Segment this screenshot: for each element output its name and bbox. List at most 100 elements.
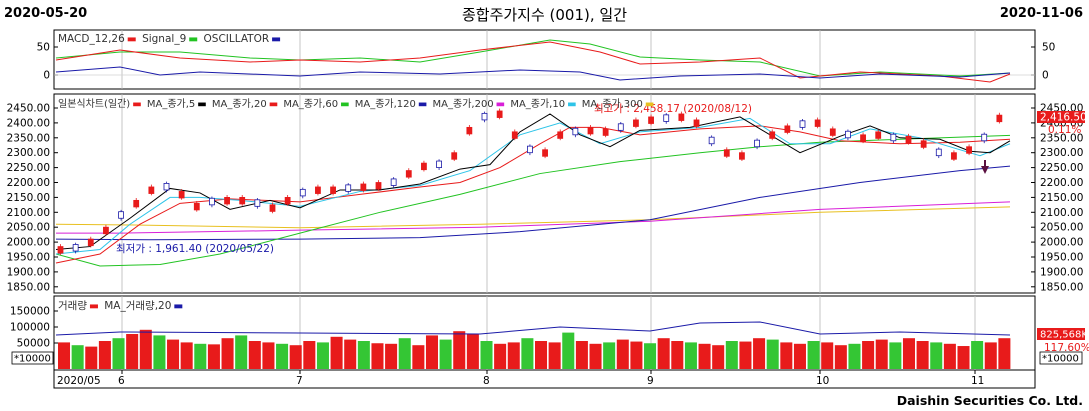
volume-legend: 거래량 ▬ MA_거래량,20 ▬ bbox=[58, 298, 185, 313]
volume-bar bbox=[276, 343, 289, 369]
chart-title: 종합주가지수 (001), 일간 bbox=[461, 6, 628, 24]
candle-body bbox=[723, 149, 730, 157]
volume-bar bbox=[902, 338, 915, 369]
candle-body bbox=[103, 226, 109, 235]
price-tick-label-left: 2150.00 bbox=[7, 192, 50, 204]
price-tick-label-left: 2350.00 bbox=[7, 132, 50, 144]
price-tick-label-right: 2200.00 bbox=[1040, 177, 1083, 189]
legend-dot-icon: ▬ bbox=[132, 99, 142, 110]
volume-bar bbox=[167, 339, 180, 369]
volume-bar bbox=[793, 343, 806, 369]
candle-body bbox=[693, 119, 700, 127]
volume-bar bbox=[943, 343, 956, 369]
candle-body bbox=[118, 211, 124, 219]
price-panel[interactable] bbox=[53, 93, 1036, 294]
candle-body bbox=[360, 183, 367, 191]
candle-body bbox=[678, 113, 685, 121]
volume-bar bbox=[930, 342, 943, 369]
x-axis-label: 7 bbox=[296, 375, 303, 387]
volume-bar bbox=[739, 341, 752, 369]
price-tick-label-right: 1850.00 bbox=[1040, 281, 1083, 293]
legend-dot-icon: ▬ bbox=[197, 99, 207, 110]
volume-unit-box bbox=[1039, 351, 1083, 365]
candle-body bbox=[466, 126, 473, 135]
price-tick-label-left: 2000.00 bbox=[7, 237, 50, 249]
candle-body bbox=[315, 186, 321, 194]
volume-bar bbox=[575, 341, 588, 369]
candle-body bbox=[330, 186, 336, 194]
price-tick-label-right: 2250.00 bbox=[1040, 162, 1083, 174]
candle-body bbox=[890, 133, 897, 142]
volume-bar bbox=[889, 342, 902, 369]
price-tick-label-left: 2400.00 bbox=[7, 117, 50, 129]
candle-body bbox=[178, 191, 185, 199]
candle-body bbox=[133, 199, 140, 208]
volume-bar bbox=[330, 336, 343, 369]
volume-bar bbox=[521, 338, 534, 369]
candle-body bbox=[784, 125, 791, 133]
volume-bar bbox=[712, 345, 725, 369]
last-price-badge bbox=[1037, 111, 1085, 123]
candle-body bbox=[814, 119, 821, 127]
volume-bar bbox=[316, 342, 329, 369]
volume-bar bbox=[412, 345, 425, 369]
volume-bar bbox=[153, 335, 166, 369]
candle-body bbox=[163, 182, 170, 191]
candle-body bbox=[345, 184, 352, 192]
legend-dot-icon: ▬ bbox=[271, 33, 282, 45]
volume-bar bbox=[235, 335, 248, 369]
candle-body bbox=[951, 152, 957, 160]
macd-line bbox=[55, 41, 1011, 83]
volume-ma20-line bbox=[55, 321, 1011, 336]
volume-unit-box bbox=[11, 351, 54, 365]
macd-legend-macd: MACD_12,26 bbox=[58, 33, 125, 45]
legend-dot-icon: ▬ bbox=[567, 99, 577, 110]
price-legend-ma5: MA_종가,5 bbox=[146, 99, 196, 110]
volume-ratio-value: 117.60% bbox=[1044, 342, 1089, 354]
volume-bar bbox=[630, 341, 643, 369]
candle-body bbox=[542, 149, 548, 157]
candle-body bbox=[966, 146, 972, 154]
ma5-line bbox=[55, 113, 1011, 251]
ma120-line bbox=[55, 165, 1011, 241]
candle-body bbox=[557, 131, 564, 139]
candle-body bbox=[617, 123, 624, 131]
macd-panel[interactable] bbox=[53, 29, 1036, 90]
price-tick-label-left: 2100.00 bbox=[7, 207, 50, 219]
volume-bar bbox=[807, 341, 820, 369]
price-tick-label-left: 2250.00 bbox=[7, 162, 50, 174]
volume-bar bbox=[139, 329, 152, 369]
candle-body bbox=[527, 145, 533, 154]
macd-oscillator-line bbox=[55, 66, 1011, 81]
candle-body bbox=[299, 188, 306, 197]
macd-tick-label-left: 0 bbox=[43, 70, 50, 82]
candle-body bbox=[209, 197, 215, 206]
volume-bar bbox=[780, 342, 793, 369]
candle-body bbox=[405, 170, 412, 178]
candle-body bbox=[663, 114, 670, 122]
candle-body bbox=[739, 152, 745, 160]
volume-bar bbox=[385, 343, 398, 369]
price-tick-label-right: 2150.00 bbox=[1040, 192, 1083, 204]
volume-bar bbox=[875, 339, 888, 369]
x-axis-label: 11 bbox=[971, 375, 984, 387]
volume-bar bbox=[971, 341, 984, 369]
candle-body bbox=[421, 162, 427, 171]
legend-dot-icon: ▬ bbox=[126, 33, 137, 45]
candle-body bbox=[224, 196, 230, 205]
volume-bar bbox=[221, 338, 234, 369]
legend-dot-icon: ▬ bbox=[644, 99, 655, 110]
volume-tick-label: 150000 bbox=[10, 306, 50, 318]
candle-body bbox=[981, 133, 988, 142]
volume-tick-label: 100000 bbox=[10, 322, 50, 334]
start-date: 2020-05-20 bbox=[4, 6, 88, 21]
price-tick-label-right: 2100.00 bbox=[1040, 207, 1083, 219]
candle-body bbox=[920, 140, 927, 148]
x-axis-label: 10 bbox=[816, 375, 829, 387]
macd-legend-signal: Signal_9 bbox=[142, 33, 187, 45]
volume-bar bbox=[480, 341, 493, 369]
macd-tick-label-right: 0 bbox=[1042, 70, 1049, 82]
candle-body bbox=[481, 112, 488, 121]
candle-body bbox=[769, 131, 776, 139]
